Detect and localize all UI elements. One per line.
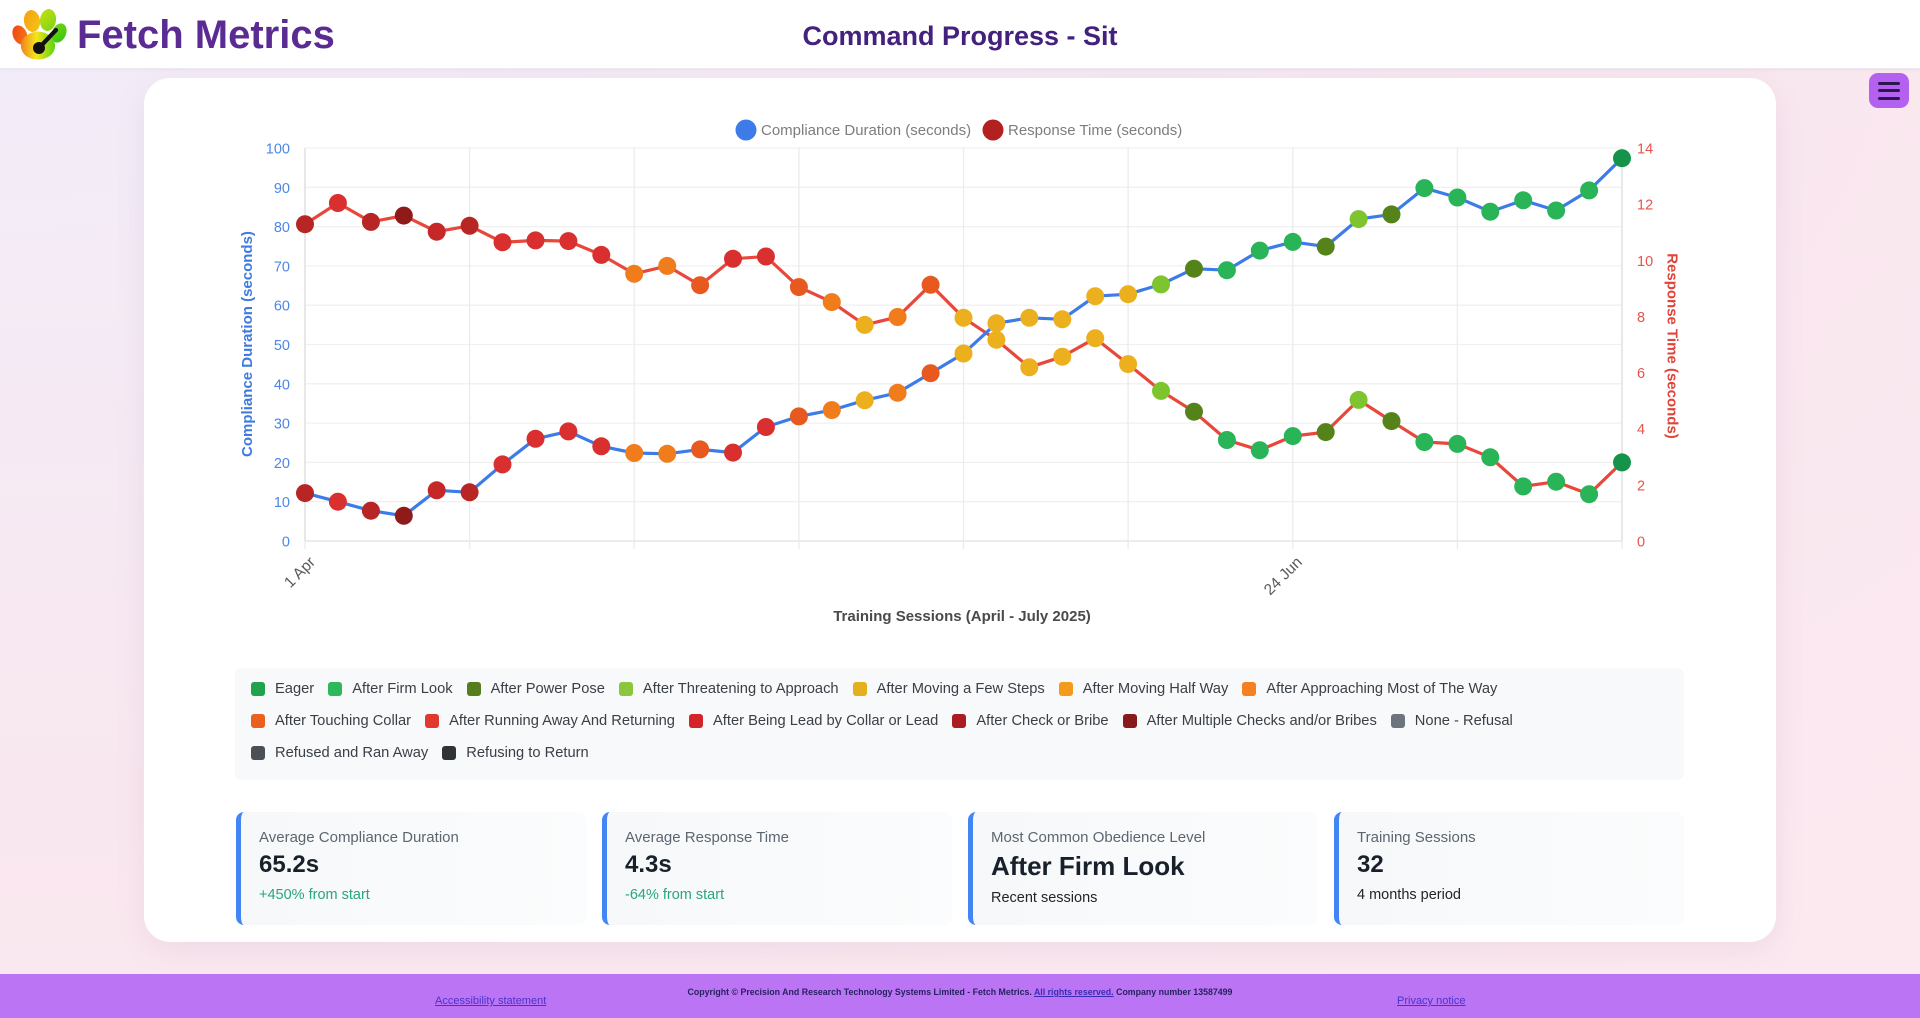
svg-text:100: 100 [266, 142, 290, 158]
svg-text:60: 60 [274, 299, 290, 315]
svg-text:40: 40 [274, 377, 290, 393]
svg-text:Response Time (seconds): Response Time (seconds) [1008, 122, 1182, 139]
svg-text:90: 90 [274, 181, 290, 197]
svg-text:10: 10 [274, 495, 290, 511]
svg-text:1 Apr: 1 Apr [281, 554, 319, 592]
svg-text:70: 70 [274, 259, 290, 275]
svg-text:20: 20 [274, 456, 290, 472]
svg-text:Training Sessions (April - Jul: Training Sessions (April - July 2025) [833, 608, 1091, 625]
svg-text:50: 50 [274, 338, 290, 354]
svg-text:8: 8 [1637, 310, 1645, 326]
svg-text:0: 0 [282, 535, 290, 551]
svg-text:12: 12 [1637, 198, 1653, 214]
svg-text:2: 2 [1637, 478, 1645, 494]
svg-text:Compliance Duration (seconds): Compliance Duration (seconds) [761, 122, 971, 139]
svg-text:30: 30 [274, 417, 290, 433]
svg-text:0: 0 [1637, 535, 1645, 551]
svg-text:4: 4 [1637, 422, 1645, 438]
svg-text:14: 14 [1637, 142, 1653, 158]
svg-text:24 Jun: 24 Jun [1261, 554, 1306, 599]
svg-text:Response Time (seconds): Response Time (seconds) [1664, 253, 1681, 439]
svg-text:10: 10 [1637, 254, 1653, 270]
svg-text:Compliance Duration (seconds): Compliance Duration (seconds) [239, 231, 256, 457]
svg-text:6: 6 [1637, 366, 1645, 382]
svg-text:80: 80 [274, 220, 290, 236]
